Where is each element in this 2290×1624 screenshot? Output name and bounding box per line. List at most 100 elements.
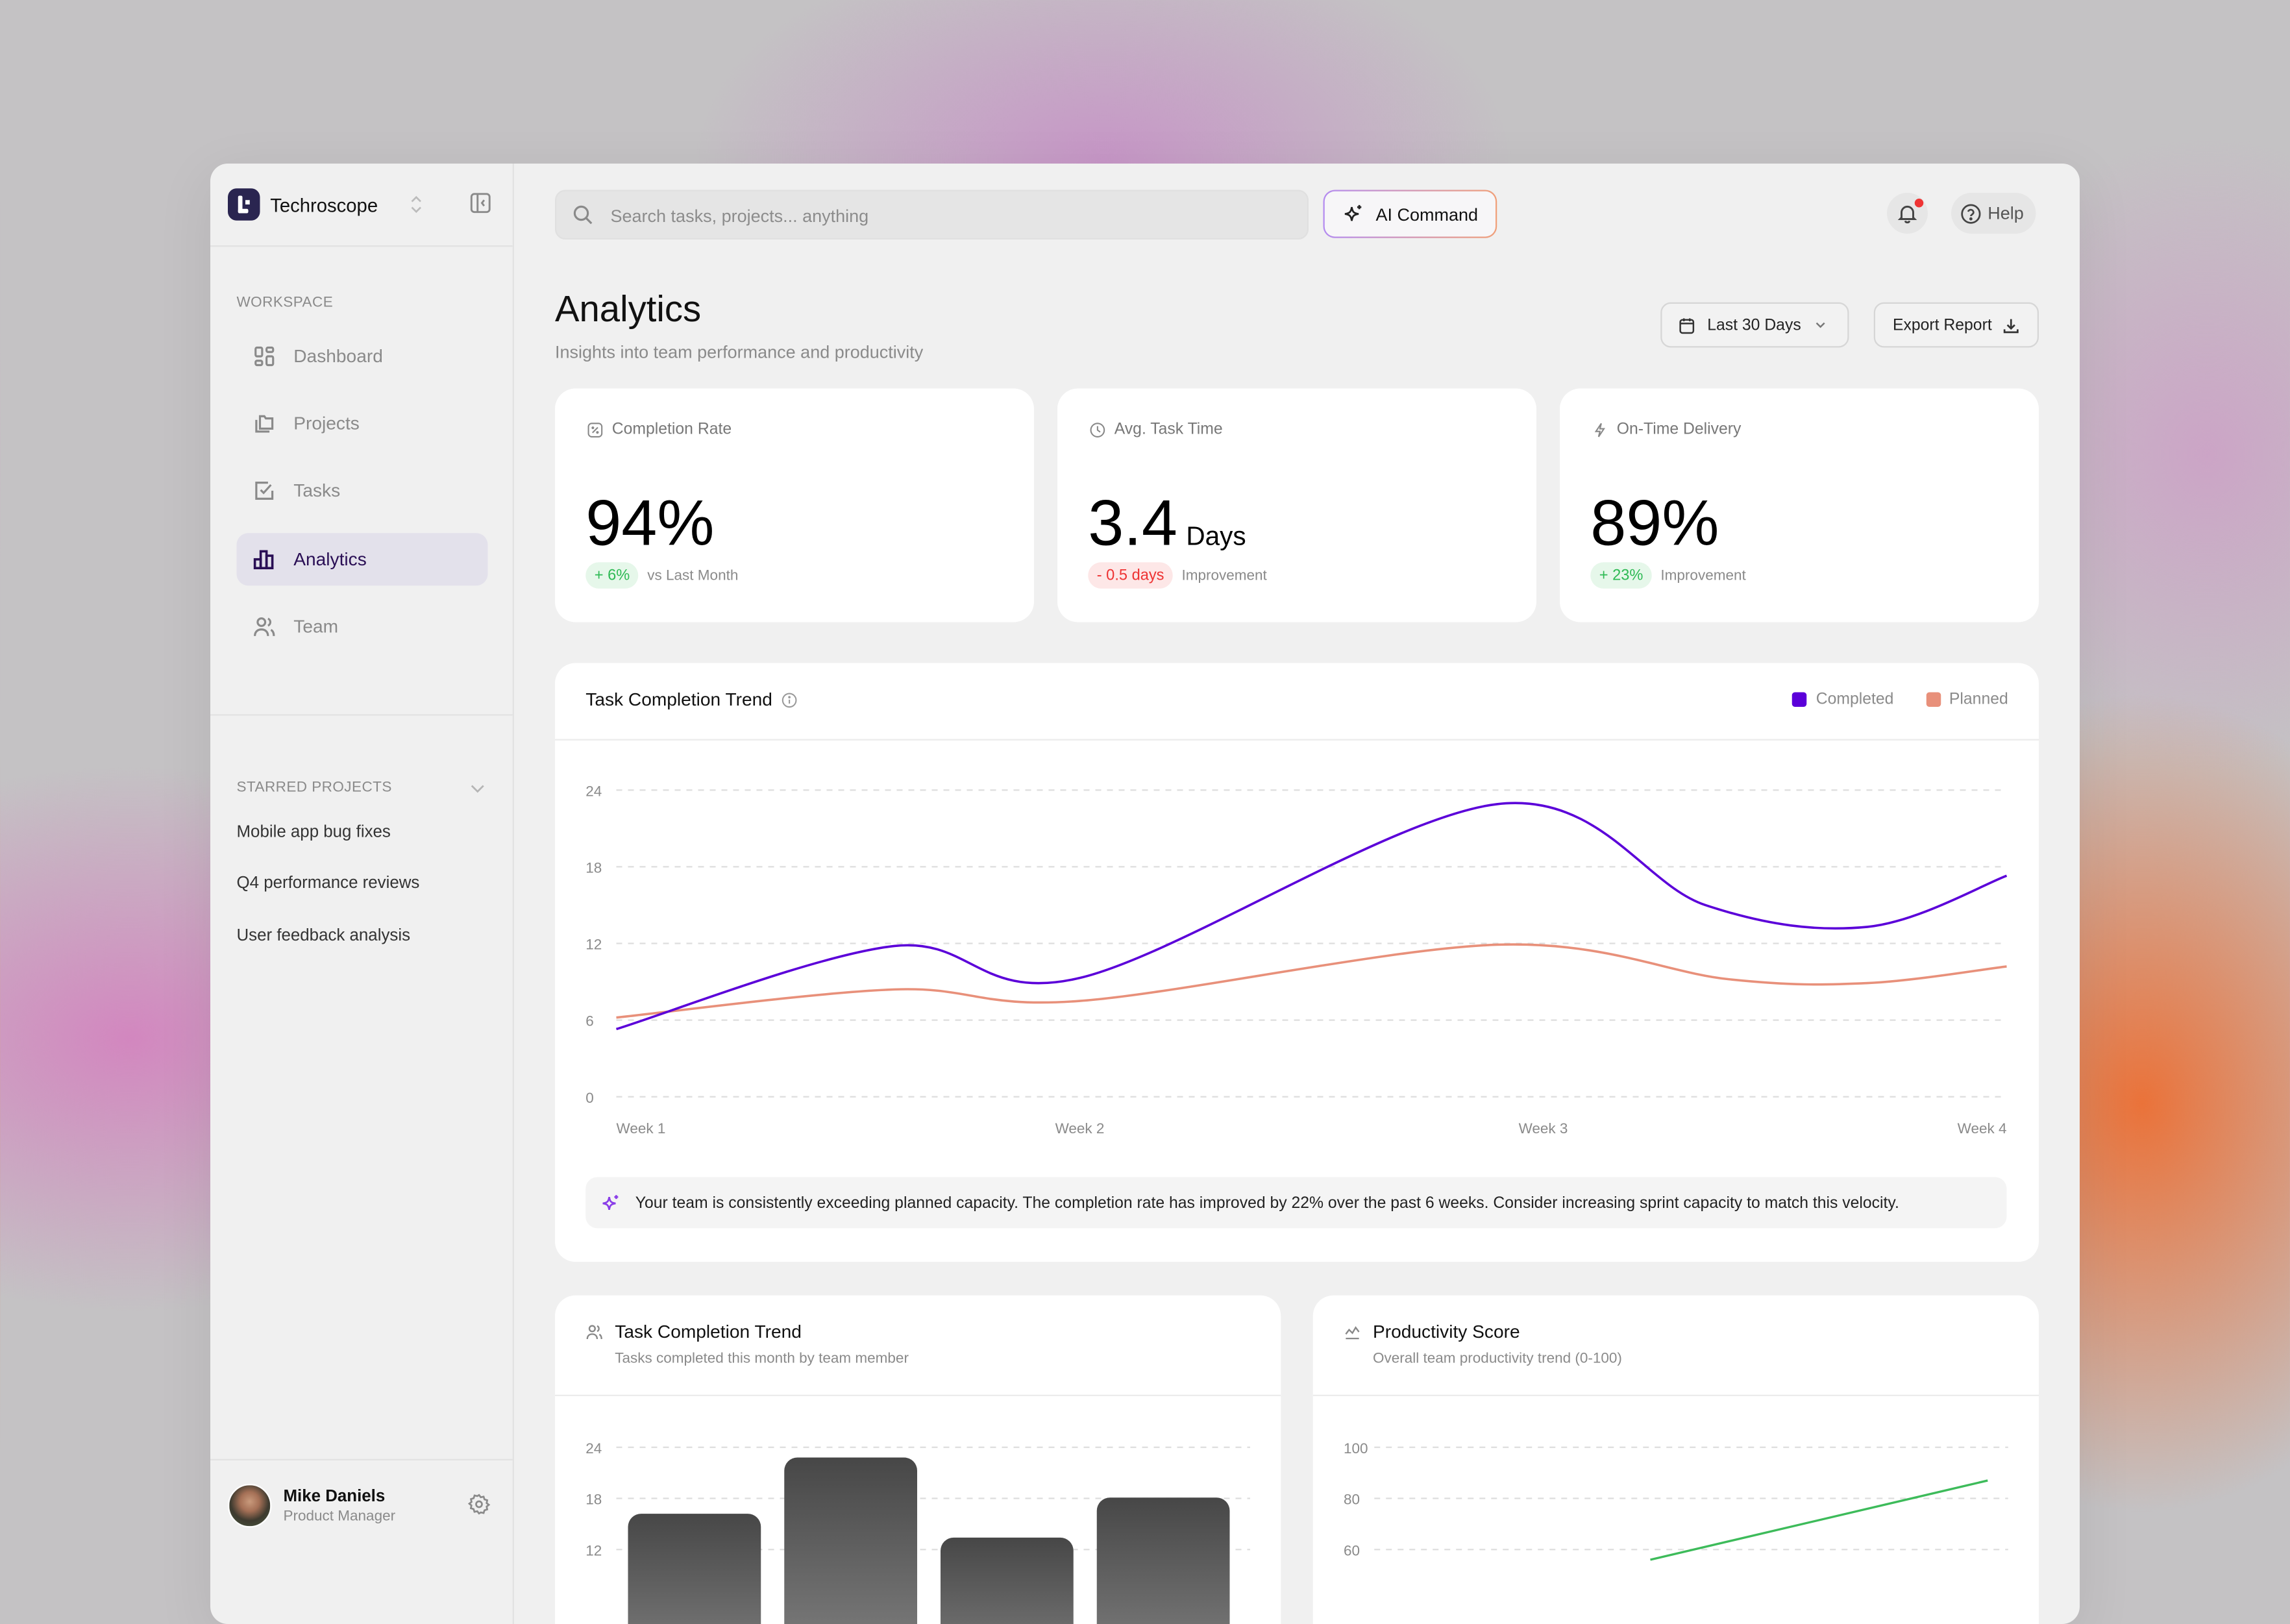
legend-item-completed: Completed	[1793, 691, 1894, 708]
starred-project-item[interactable]: User feedback analysis	[237, 928, 411, 945]
trend-chart-icon	[1344, 1323, 1361, 1341]
date-range-select[interactable]: Last 30 Days	[1660, 302, 1849, 348]
help-button[interactable]: Help	[1951, 193, 2036, 234]
page-title: Analytics	[555, 289, 701, 332]
help-label: Help	[1988, 203, 2024, 224]
starred-project-item[interactable]: Q4 performance reviews	[237, 875, 420, 892]
y-tick-label: 24	[585, 783, 602, 799]
productivity-line	[1651, 1481, 1988, 1560]
card-title: Task Completion Trend	[615, 1322, 802, 1342]
bar	[1097, 1497, 1230, 1624]
export-report-label: Export Report	[1893, 316, 1992, 334]
stat-card-on-time-delivery: On-Time Delivery 89% + 23% Improvement	[1560, 389, 2039, 622]
team-tasks-card: Task Completion Trend Tasks completed th…	[555, 1296, 1281, 1624]
card-title: Productivity Score	[1373, 1322, 1520, 1342]
export-report-button[interactable]: Export Report	[1874, 302, 2039, 348]
y-tick-label: 100	[1344, 1440, 1368, 1457]
chart-title: Task Completion Trend	[585, 689, 772, 710]
productivity-score-card: Productivity Score Overall team producti…	[1313, 1296, 2039, 1624]
x-tick-label: Week 4	[1958, 1120, 2007, 1137]
sidebar-collapse-icon[interactable]	[471, 193, 491, 214]
chevron-down-icon[interactable]	[471, 783, 486, 794]
sidebar: Techroscope WORKSPACE Dashboard Projects…	[210, 164, 514, 1624]
divider	[210, 1459, 513, 1460]
legend-swatch	[1926, 693, 1941, 707]
y-tick-label: 18	[585, 1492, 602, 1508]
y-tick-label: 0	[585, 1090, 594, 1106]
lightning-icon	[1592, 421, 1608, 437]
y-tick-label: 60	[1344, 1542, 1360, 1558]
stat-unit: Days	[1186, 521, 1246, 550]
sidebar-item-label: Analytics	[293, 549, 367, 570]
download-icon	[2002, 316, 2019, 334]
sidebar-item-dashboard[interactable]: Dashboard	[237, 330, 488, 383]
insight-text: Your team is consistently exceeding plan…	[635, 1194, 1899, 1211]
stat-value: 89%	[1590, 488, 1719, 560]
sidebar-item-tasks[interactable]: Tasks	[237, 465, 488, 517]
sparkle-icon	[1342, 203, 1364, 225]
dashboard-icon	[252, 345, 276, 368]
info-icon[interactable]	[781, 691, 797, 707]
users-icon	[585, 1323, 603, 1341]
stat-note: Improvement	[1660, 567, 1745, 584]
task-completion-trend-card: Task Completion Trend Completed Planned …	[555, 663, 2039, 1262]
user-profile[interactable]: Mike Daniels Product Manager	[228, 1484, 395, 1528]
x-tick-label: Week 3	[1519, 1120, 1568, 1137]
card-subtitle: Tasks completed this month by team membe…	[615, 1351, 909, 1367]
legend-item-planned: Planned	[1926, 691, 2008, 708]
y-tick-label: 18	[585, 859, 602, 876]
main-content: AI Command Help Analytics Insights into …	[514, 164, 2080, 1624]
sidebar-item-label: Tasks	[293, 480, 340, 501]
bar	[941, 1538, 1074, 1624]
starred-project-item[interactable]: Mobile app bug fixes	[237, 824, 391, 841]
stat-label: Avg. Task Time	[1114, 421, 1223, 438]
user-name: Mike Daniels	[284, 1488, 396, 1505]
settings-gear-icon[interactable]	[467, 1493, 491, 1516]
stat-card-completion-rate: Completion Rate 94% + 6% vs Last Month	[555, 389, 1034, 622]
stat-label: Completion Rate	[612, 421, 732, 438]
sidebar-item-label: Projects	[293, 413, 360, 434]
chart-legend: Completed Planned	[1760, 691, 2008, 708]
sidebar-item-label: Team	[293, 617, 338, 637]
sidebar-item-projects[interactable]: Projects	[237, 397, 488, 450]
check-square-icon	[252, 479, 276, 502]
y-tick-label: 12	[585, 1542, 602, 1558]
divider	[210, 245, 513, 247]
ai-command-button[interactable]: AI Command	[1324, 190, 1497, 238]
sidebar-item-analytics[interactable]: Analytics	[237, 533, 488, 585]
y-tick-label: 6	[585, 1013, 594, 1029]
stat-label: On-Time Delivery	[1617, 421, 1742, 438]
percent-icon	[587, 421, 604, 437]
y-tick-label: 24	[585, 1440, 602, 1457]
team-tasks-bar-chart: 12 18 24	[555, 1396, 1281, 1624]
search-bar[interactable]	[555, 190, 1309, 240]
bar	[784, 1458, 917, 1624]
workspace-label: WORKSPACE	[237, 295, 334, 312]
sparkle-icon	[600, 1192, 621, 1213]
starred-projects-label: STARRED PROJECTS	[237, 780, 392, 796]
notifications-button[interactable]	[1887, 193, 1928, 234]
app-name: Techroscope	[270, 193, 378, 215]
chevron-up-down-icon[interactable]	[409, 193, 424, 216]
stat-value: 3.4	[1088, 488, 1177, 560]
user-role: Product Manager	[284, 1508, 396, 1524]
delta-badge: + 6%	[585, 562, 639, 589]
workspace-switcher[interactable]: Techroscope	[228, 188, 378, 221]
sidebar-item-team[interactable]: Team	[237, 600, 488, 653]
delta-badge: + 23%	[1590, 562, 1652, 589]
x-tick-label: Week 2	[1055, 1120, 1105, 1137]
series-line-planned	[617, 944, 2007, 1018]
bell-icon	[1897, 203, 1918, 224]
search-input[interactable]	[608, 191, 1285, 241]
delta-badge: - 0.5 days	[1088, 562, 1173, 589]
card-subtitle: Overall team productivity trend (0-100)	[1373, 1351, 1622, 1367]
notification-dot	[1915, 199, 1924, 208]
stat-value: 94%	[585, 488, 714, 560]
bar-chart-icon	[252, 548, 276, 571]
stat-note: vs Last Month	[647, 567, 738, 584]
y-tick-label: 12	[585, 937, 602, 953]
app-logo	[228, 188, 260, 221]
